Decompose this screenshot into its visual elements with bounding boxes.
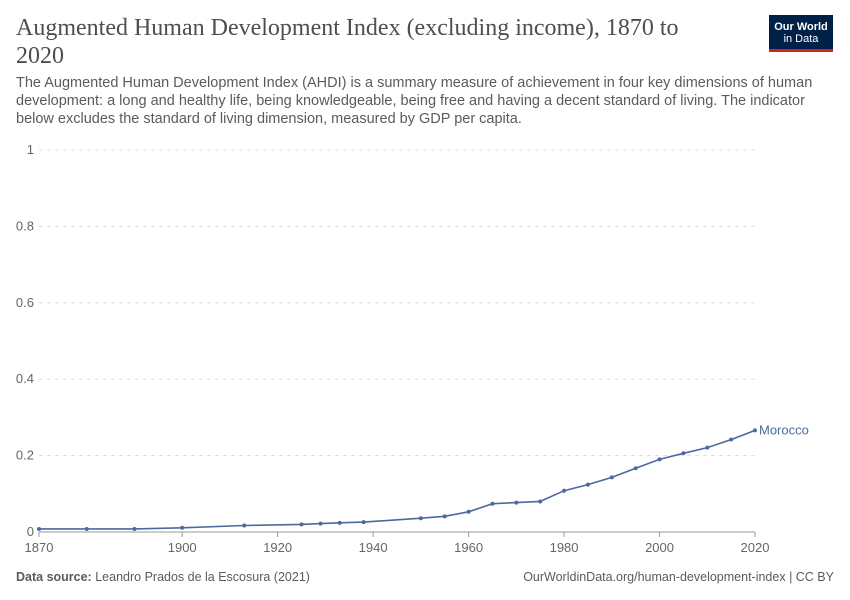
data-point[interactable] <box>180 525 185 530</box>
data-point[interactable] <box>585 482 590 487</box>
x-tick-label: 1980 <box>550 540 579 555</box>
data-source-text: Leandro Prados de la Escosura (2021) <box>95 570 310 584</box>
x-tick-label: 1940 <box>359 540 388 555</box>
x-tick-label: 1920 <box>263 540 292 555</box>
y-axis-tick-labels: 0 0.2 0.4 0.6 0.8 1 <box>16 142 34 539</box>
data-point[interactable] <box>729 437 734 442</box>
chart-title: Augmented Human Development Index (exclu… <box>16 15 679 69</box>
x-axis: 1870 1900 1920 1940 1960 1980 2000 2020 <box>25 531 770 555</box>
source-url[interactable]: OurWorldinData.org/human-development-ind… <box>523 570 834 584</box>
x-tick-label: 1960 <box>454 540 483 555</box>
series-group: Morocco <box>37 422 809 531</box>
x-tick-label: 2020 <box>741 540 770 555</box>
data-point[interactable] <box>657 457 662 462</box>
data-point[interactable] <box>242 523 247 528</box>
y-tick-label: 0.8 <box>16 218 34 233</box>
x-tick-label: 1870 <box>25 540 54 555</box>
series-line-morocco[interactable] <box>39 429 756 530</box>
y-tick-label: 0.4 <box>16 371 34 386</box>
data-point[interactable] <box>538 499 543 504</box>
chart-subtitle: The Augmented Human Development Index (A… <box>16 75 813 127</box>
data-point[interactable] <box>37 526 41 531</box>
data-point[interactable] <box>490 501 495 506</box>
logo-line-2: in Data <box>783 33 819 45</box>
y-tick-label: 0.2 <box>16 448 34 463</box>
data-point[interactable] <box>753 428 757 433</box>
data-point[interactable] <box>442 514 447 519</box>
x-tick-label: 2000 <box>645 540 674 555</box>
series-label-morocco[interactable]: Morocco <box>759 422 809 437</box>
x-tick-label: 1900 <box>168 540 197 555</box>
y-tick-label: 0 <box>27 524 34 539</box>
data-point[interactable] <box>514 500 519 505</box>
data-point[interactable] <box>361 520 366 525</box>
data-point[interactable] <box>681 451 686 456</box>
data-point[interactable] <box>418 516 423 521</box>
y-tick-label: 0.6 <box>16 295 34 310</box>
logo-line-1: Our World <box>774 21 828 33</box>
gridlines <box>39 149 755 457</box>
data-point[interactable] <box>299 522 304 527</box>
data-point[interactable] <box>705 445 710 450</box>
data-source-label: Data source: <box>16 570 92 584</box>
data-point[interactable] <box>633 466 638 471</box>
data-point[interactable] <box>337 520 342 525</box>
data-point[interactable] <box>562 488 567 493</box>
data-point[interactable] <box>84 526 89 531</box>
y-tick-label: 1 <box>27 142 34 157</box>
owid-logo[interactable]: Our World in Data <box>769 15 833 52</box>
data-source: Data source: Leandro Prados de la Escosu… <box>16 570 310 584</box>
data-point[interactable] <box>132 526 137 531</box>
data-point[interactable] <box>318 521 323 526</box>
data-point[interactable] <box>466 509 471 514</box>
data-point[interactable] <box>609 475 614 480</box>
